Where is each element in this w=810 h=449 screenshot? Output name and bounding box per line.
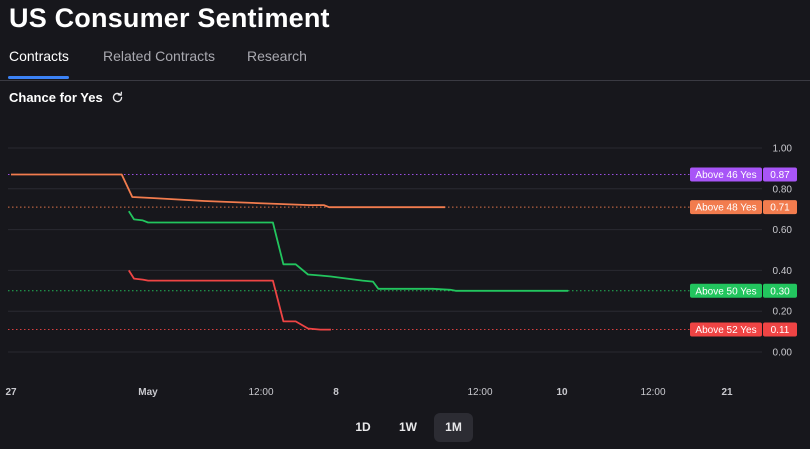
series-line: [128, 269, 331, 331]
x-tick-label: 10: [556, 387, 568, 398]
tab-research[interactable]: Research: [247, 48, 307, 64]
series-value-label: 0.11: [771, 325, 790, 336]
series-value-tag: [763, 167, 797, 182]
y-tick-label: 1.00: [773, 144, 793, 155]
series-value-label: 0.87: [770, 170, 790, 181]
refresh-icon[interactable]: [111, 91, 124, 104]
series-value-tag: [763, 322, 797, 337]
y-tick-label: 0.20: [773, 307, 793, 318]
series-tag: [690, 167, 762, 182]
tab-bar: Contracts Related Contracts Research: [0, 40, 810, 81]
series-tag: [690, 283, 762, 298]
chart-heading: Chance for Yes: [9, 90, 103, 105]
tab-related-contracts[interactable]: Related Contracts: [103, 48, 216, 64]
series-line: [11, 173, 446, 209]
x-axis: 27 May 12:00 8 12:00 10 12:00 21: [5, 387, 733, 398]
active-tab-indicator: [8, 76, 69, 79]
reference-lines: [8, 174, 690, 331]
y-tick-label: 0.00: [773, 348, 793, 359]
x-tick-label: 12:00: [248, 387, 273, 398]
y-tick-label: 0.40: [773, 266, 793, 277]
series-value-label: 0.71: [770, 203, 790, 214]
series-tag: [690, 322, 762, 337]
series-tag: [690, 200, 762, 215]
x-tick-label: 8: [333, 387, 339, 398]
series-value-tag: [763, 283, 797, 298]
x-tick-label: 12:00: [467, 387, 492, 398]
page-title: US Consumer Sentiment: [9, 3, 330, 33]
chart-grid: [8, 147, 762, 353]
tab-contracts[interactable]: Contracts: [9, 48, 69, 64]
y-tick-label: 0.60: [773, 225, 793, 236]
series-tag-label: Above 48 Yes: [695, 203, 756, 214]
range-1w-button[interactable]: 1W: [399, 420, 417, 434]
x-tick-label: 21: [721, 387, 733, 398]
y-tick-label: 0.80: [773, 184, 793, 195]
range-1d-button[interactable]: 1D: [355, 420, 371, 434]
x-tick-label: 27: [5, 387, 17, 398]
series-tag-label: Above 46 Yes: [695, 170, 756, 181]
series-tags: Above 46 Yes 0.87 Above 48 Yes 0.71 Above 50…: [690, 167, 797, 337]
series-line: [128, 210, 569, 292]
range-1m-button[interactable]: 1M: [434, 413, 473, 442]
x-tick-label: 12:00: [640, 387, 665, 398]
series-value-label: 0.30: [770, 286, 790, 297]
x-tick-label: May: [138, 387, 158, 398]
y-axis: 1.00 0.80 0.60 0.40 0.20 0.00: [773, 144, 793, 359]
series-lines: [11, 173, 569, 331]
series-value-tag: [763, 200, 797, 215]
series-tag-label: Above 52 Yes: [695, 325, 756, 336]
series-tag-label: Above 50 Yes: [695, 286, 756, 297]
